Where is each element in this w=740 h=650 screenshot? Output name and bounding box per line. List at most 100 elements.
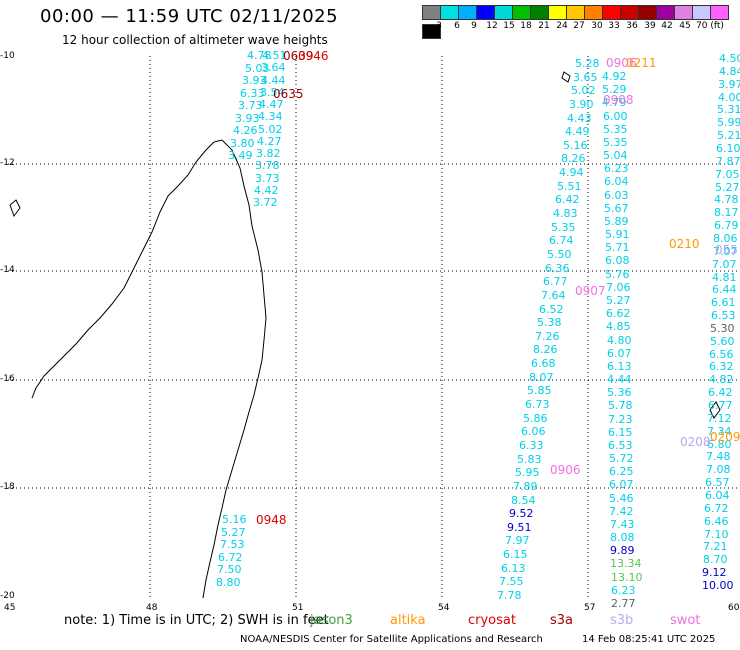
pass-time-label: 0210: [669, 237, 700, 251]
wave-height-value: 6.72: [704, 502, 729, 515]
madagascar-west-coast: [31, 141, 215, 399]
wave-height-value: 5.71: [605, 241, 630, 254]
wave-height-value: 9.52: [509, 507, 534, 520]
wave-height-value: 4.44: [261, 74, 286, 87]
latitude-tick-label: -14: [0, 265, 15, 275]
wave-height-value: 5.67: [604, 202, 629, 215]
wave-height-value: 5.16: [563, 139, 588, 152]
wave-height-value: 5.60: [710, 335, 735, 348]
longitude-tick-label: 48: [146, 603, 158, 613]
wave-height-value: 5.02: [258, 123, 283, 136]
wave-height-value: 5.99: [717, 116, 740, 129]
wave-height-value: 13.34: [610, 557, 642, 570]
satellite-legend-cryosat: cryosat: [468, 613, 516, 628]
satellite-legend-jason3: jason3: [310, 613, 353, 628]
wave-height-value: 6.53: [711, 309, 736, 322]
color-scale-labels: 3 6 9 12 15 18 21 24 27 30 33 36 39 42 45 70 (ft): [422, 21, 740, 33]
wave-height-value: 6.23: [604, 162, 629, 175]
wave-height-value: 6.53: [608, 439, 633, 452]
wave-height-value: 5.30: [710, 322, 735, 335]
wave-height-value: 4.94: [559, 166, 584, 179]
color-scale-label: 36: [626, 21, 638, 31]
wave-height-value: 8.17: [714, 206, 739, 219]
wave-height-value: 6.68: [531, 357, 556, 370]
wave-height-value: 5.31: [717, 103, 740, 116]
wave-height-value: 8.26: [561, 152, 586, 165]
wave-height-value: 4.92: [602, 70, 627, 83]
satellite-legend-altika: altika: [390, 613, 426, 628]
wave-height-value: 6.03: [604, 189, 629, 202]
wave-height-value: 5.27: [606, 294, 631, 307]
pass-time-label: 0948: [256, 513, 287, 527]
longitude-tick-label: 57: [584, 603, 596, 613]
wave-height-value: 4.82: [709, 373, 734, 386]
wave-height-value: 6.57: [705, 476, 730, 489]
wave-height-value: 5.95: [515, 466, 540, 479]
wave-height-value: 7.89: [513, 480, 538, 493]
pass-time-label: 0906: [606, 56, 637, 70]
wave-height-value: 5.28: [575, 57, 600, 70]
wave-height-value: 6.42: [708, 386, 733, 399]
wave-height-value: 3.93: [235, 112, 260, 125]
wave-height-value: 3.73: [238, 99, 263, 112]
wave-height-value: 6.74: [549, 234, 574, 247]
wave-height-value: 6.15: [503, 548, 528, 561]
wave-height-value: 7.07: [713, 245, 738, 258]
color-scale-label: 27: [573, 21, 585, 31]
note-text: note: 1) Time is in UTC; 2) SWH is in fe…: [64, 613, 329, 628]
wave-height-value: 6.07: [607, 347, 632, 360]
wave-height-value: 5.78: [608, 399, 633, 412]
latitude-tick-label: -12: [0, 158, 15, 168]
color-scale-label: 18: [520, 21, 532, 31]
wave-height-value: 5.51: [557, 180, 582, 193]
wave-height-value: 7.42: [609, 505, 634, 518]
wave-height-value: 9.89: [610, 544, 635, 557]
wave-height-value: 3.49: [228, 149, 253, 162]
wave-height-value: 6.77: [543, 275, 568, 288]
wave-height-value: 5.76: [605, 268, 630, 281]
wave-height-value: 5.36: [607, 386, 632, 399]
wave-height-value: 8.26: [533, 343, 558, 356]
wave-height-value: 6.79: [714, 219, 739, 232]
pass-time-label: 0907: [575, 284, 606, 298]
wave-height-value: 7.48: [706, 450, 731, 463]
wave-height-value: 13.10: [611, 571, 643, 584]
wave-height-value: 6.07: [609, 478, 634, 491]
wave-height-value: 6.23: [611, 584, 636, 597]
wave-height-value: 9.12: [702, 566, 727, 579]
color-scale-label: 24: [556, 21, 568, 31]
wave-height-value: 5.16: [222, 513, 247, 526]
wave-height-value: 5.50: [547, 248, 572, 261]
wave-height-value: 6.33: [240, 87, 265, 100]
wave-height-value: 6.77: [708, 399, 733, 412]
wave-height-value: 4.81: [712, 271, 737, 284]
longitude-tick-label: 60: [728, 603, 740, 613]
wave-height-value: 5.27: [221, 526, 246, 539]
madagascar-east-coast: [202, 139, 267, 599]
wave-height-value: 3.54: [260, 86, 285, 99]
wave-height-value: 6.15: [608, 426, 633, 439]
wave-height-value: 7.34: [707, 425, 732, 438]
wave-height-value: 5.04: [603, 149, 628, 162]
wave-height-value: 5.38: [537, 316, 562, 329]
wave-height-value: 4.44: [607, 373, 632, 386]
footer-timestamp: 14 Feb 08:25:41 UTC 2025: [582, 634, 716, 645]
map-title: 00:00 — 11:59 UTC 02/11/2025: [40, 6, 339, 27]
wave-height-value: 4.78: [247, 49, 272, 62]
wave-height-value: 6.13: [501, 562, 526, 575]
wave-height-value: 8.06: [713, 232, 738, 245]
islet-1: [9, 199, 21, 218]
wave-height-value: 6.46: [704, 515, 729, 528]
wave-height-value: 7.21: [703, 540, 728, 553]
wave-height-value: 5.27: [715, 181, 740, 194]
pass-time-label: 0635: [273, 87, 304, 101]
pass-time-label: 0639: [283, 49, 314, 63]
wave-height-value: 4.83: [553, 207, 578, 220]
wave-height-value: 8.07: [529, 371, 554, 384]
pass-time-label: 0209: [710, 430, 740, 444]
wave-height-value: 7.12: [707, 412, 732, 425]
color-scale-label: 3: [436, 21, 442, 31]
wave-height-value: 6.42: [555, 193, 580, 206]
pass-time-label: 055: [715, 243, 738, 257]
